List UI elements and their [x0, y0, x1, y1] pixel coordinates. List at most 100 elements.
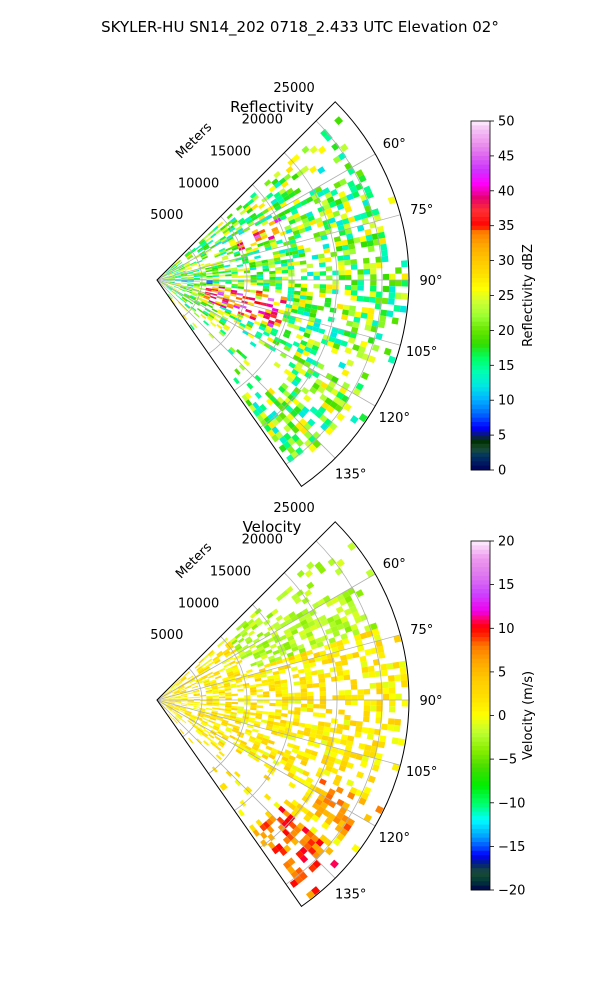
echo-cell: [174, 283, 181, 286]
echo-cell: [161, 283, 167, 288]
echo-cell: [317, 328, 326, 335]
colorbar-swatch: [471, 746, 490, 751]
echo-cell: [275, 276, 283, 280]
echo-cell: [297, 244, 304, 251]
echo-cell: [221, 239, 229, 245]
echo-cell: [292, 354, 301, 362]
echo-cell: [330, 375, 339, 384]
echo-cell: [231, 273, 238, 277]
echo-cell: [346, 762, 354, 770]
echo-cell: [344, 745, 353, 752]
echo-cell: [342, 669, 350, 676]
echo-cell: [220, 237, 228, 243]
echo-cell: [197, 727, 204, 732]
echo-cell: [387, 298, 395, 305]
colorbar-swatch: [471, 602, 490, 607]
echo-cell: [217, 292, 224, 296]
colorbar-swatch: [471, 225, 490, 231]
echo-cell: [181, 696, 188, 698]
echo-cell: [338, 229, 346, 237]
echo-cell: [297, 309, 304, 316]
echo-cell: [304, 723, 312, 729]
echo-cell: [205, 237, 212, 243]
echo-cell: [401, 273, 409, 280]
colorbar-tick-label: 10: [498, 394, 515, 409]
echo-cell: [287, 215, 295, 222]
echo-cell: [210, 680, 217, 685]
echo-cell: [250, 313, 258, 319]
figure-suptitle: SKYLER-HU SN14_202 0718_2.433 UTC Elevat…: [101, 18, 499, 37]
echo-cell: [256, 282, 264, 286]
echo-cell: [236, 264, 244, 268]
echo-cell: [274, 715, 281, 720]
echo-cell: [263, 424, 272, 433]
echo-cell: [249, 684, 256, 688]
echo-cell: [273, 301, 280, 306]
echo-cell: [342, 249, 350, 256]
echo-cell: [296, 347, 304, 354]
echo-cell: [243, 711, 250, 715]
echo-cell: [171, 291, 177, 296]
echo-cell: [359, 235, 367, 243]
echo-cell: [283, 424, 292, 433]
echo-cell: [186, 271, 194, 274]
azimuth-gridline: [156, 279, 376, 407]
echo-cell: [203, 664, 210, 670]
echo-cell: [180, 270, 187, 274]
echo-cell: [273, 191, 281, 199]
colorbar-swatch: [471, 876, 490, 882]
echo-cell: [297, 750, 305, 757]
echo-cell: [340, 633, 348, 640]
echo-cell: [259, 823, 267, 832]
echo-cell: [275, 686, 282, 691]
echo-cell: [206, 304, 214, 309]
echo-cell: [368, 671, 376, 678]
echo-cell: [209, 731, 217, 736]
echo-cell: [231, 269, 238, 273]
echo-cell: [283, 844, 292, 853]
echo-cell: [338, 399, 347, 408]
echo-cell: [266, 612, 274, 620]
echo-cell: [256, 659, 263, 665]
echo-cell: [387, 196, 396, 205]
echo-cell: [350, 415, 359, 424]
echo-cell: [174, 716, 180, 722]
range-ring: [285, 120, 383, 465]
echo-cell: [201, 256, 208, 260]
echo-cell: [263, 416, 272, 425]
echo-cell: [290, 308, 298, 314]
echo-cell: [237, 284, 245, 287]
echo-cell: [233, 377, 240, 385]
echo-cell: [317, 669, 325, 675]
echo-cell: [273, 171, 281, 179]
echo-cell: [275, 700, 283, 704]
echo-cell: [356, 771, 364, 779]
echo-cell: [195, 730, 202, 736]
echo-cell: [288, 803, 297, 811]
colorbar-swatch: [471, 221, 490, 227]
echo-cell: [316, 846, 325, 856]
echo-cell: [330, 347, 339, 355]
echo-cell: [234, 368, 241, 376]
echo-cell: [296, 822, 305, 831]
echo-cell: [288, 372, 297, 380]
echo-cell: [397, 738, 405, 746]
echo-cell: [319, 712, 326, 718]
echo-cell: [263, 631, 271, 638]
echo-cell: [290, 208, 299, 216]
echo-cell: [184, 713, 191, 717]
echo-cell: [310, 643, 318, 650]
echo-cell: [316, 190, 325, 198]
echo-cell: [354, 731, 362, 738]
echo-cell: [369, 291, 377, 298]
colorbar-swatch: [471, 452, 490, 458]
echo-cell: [203, 320, 209, 326]
echo-cell: [355, 726, 363, 733]
echo-cell: [309, 639, 317, 646]
echo-cell: [332, 630, 341, 638]
echo-cell: [355, 589, 364, 598]
echo-cell: [305, 196, 314, 204]
echo-cell: [324, 302, 331, 308]
echo-cell: [222, 733, 230, 739]
echo-cell: [250, 661, 258, 667]
